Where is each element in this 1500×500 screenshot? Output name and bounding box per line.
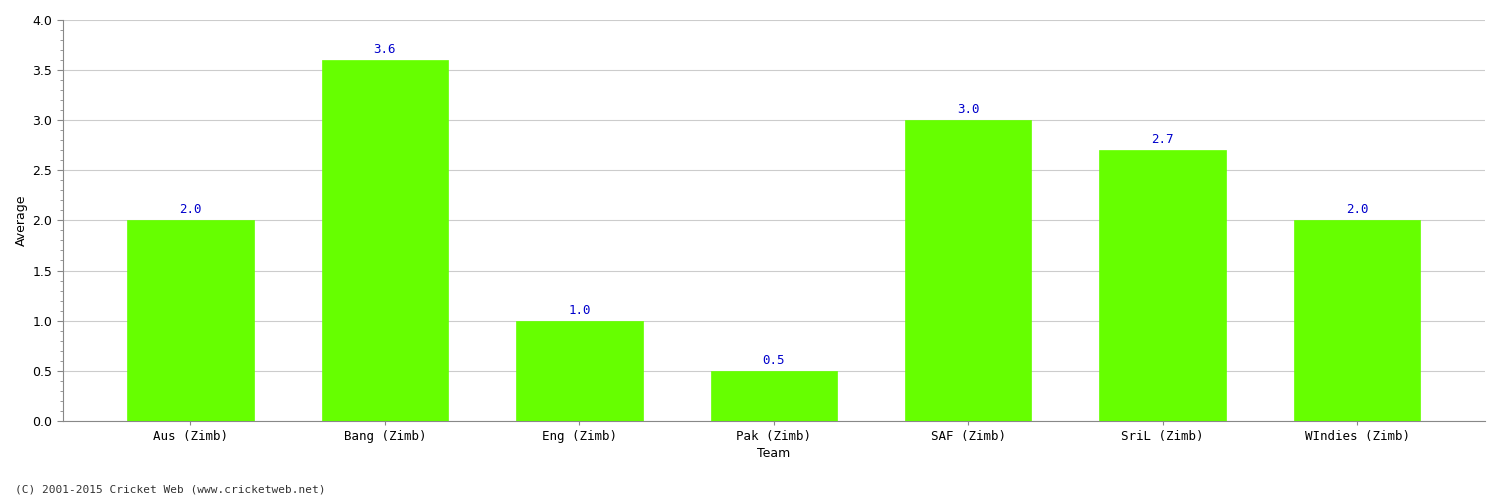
Bar	[904, 120, 1032, 421]
Bar	[1294, 220, 1420, 421]
Text: (C) 2001-2015 Cricket Web (www.cricketweb.net): (C) 2001-2015 Cricket Web (www.cricketwe…	[15, 485, 326, 495]
Text: 3.0: 3.0	[957, 103, 980, 116]
Bar	[321, 60, 448, 421]
Y-axis label: Average: Average	[15, 194, 28, 246]
Text: 2.0: 2.0	[178, 204, 201, 216]
Text: 2.7: 2.7	[1152, 134, 1174, 146]
Text: 1.0: 1.0	[568, 304, 591, 316]
Text: 0.5: 0.5	[762, 354, 784, 366]
Text: 3.6: 3.6	[374, 43, 396, 56]
Bar	[1100, 150, 1226, 421]
Bar	[516, 320, 642, 421]
X-axis label: Team: Team	[758, 447, 790, 460]
Bar	[128, 220, 254, 421]
Bar	[711, 370, 837, 421]
Text: 2.0: 2.0	[1346, 204, 1368, 216]
